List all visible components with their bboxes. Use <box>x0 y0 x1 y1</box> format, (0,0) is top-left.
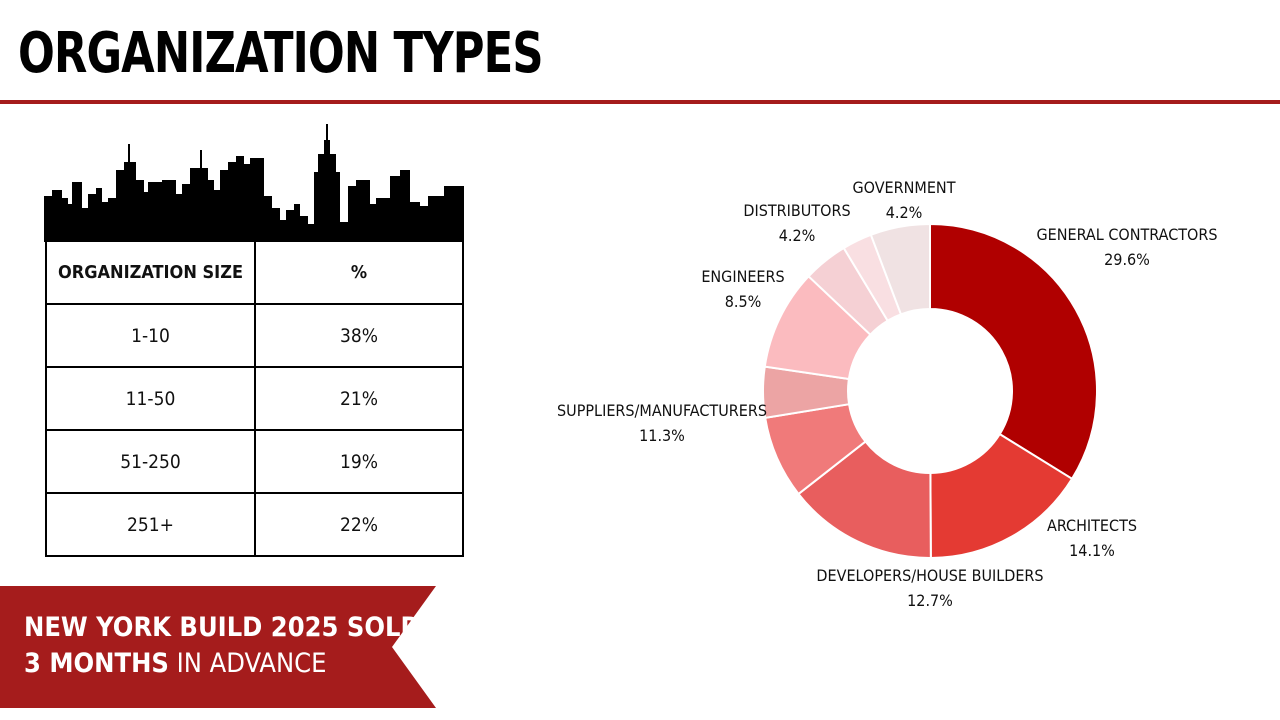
banner-line-2-rest: IN ADVANCE <box>168 648 327 679</box>
table-cell: 38% <box>254 303 464 368</box>
table-cell: 22% <box>254 492 464 557</box>
banner-shape <box>0 586 436 708</box>
table-row: 11-50 21% <box>45 366 464 431</box>
slice-category-label: ENGINEERS <box>701 267 784 286</box>
donut-slice <box>929 432 1074 560</box>
organization-size-table: ORGANIZATION SIZE % 1-10 38% 11-50 21% 5… <box>45 240 464 557</box>
table-header-cell: ORGANIZATION SIZE <box>45 240 256 305</box>
table-cell: 1-10 <box>45 303 256 368</box>
donut-slices <box>762 222 1098 560</box>
banner-line-1: NEW YORK BUILD 2025 SOLD OUT <box>24 612 487 643</box>
slice-category-label: SUPPLIERS/MANUFACTURERS <box>557 401 767 420</box>
title-divider <box>0 100 1280 104</box>
slice-category-label: DEVELOPERS/HOUSE BUILDERS <box>816 566 1043 585</box>
donut-slice <box>869 222 931 316</box>
slice-category-label: GOVERNMENT <box>853 178 956 197</box>
city-skyline-icon <box>44 124 464 242</box>
table-header-cell: % <box>254 240 464 305</box>
banner-line-2-bold: 3 MONTHS <box>24 648 169 679</box>
slice-value-label: 12.7% <box>907 591 953 610</box>
slice-value-label: 11.3% <box>639 426 685 445</box>
table-cell: 11-50 <box>45 366 256 431</box>
table-row: 1-10 38% <box>45 303 464 368</box>
sold-out-banner <box>0 586 436 708</box>
banner-text: NEW YORK BUILD 2025 SOLD OUT 3 MONTHS IN… <box>24 610 486 682</box>
slice-value-label: 14.1% <box>1069 541 1115 560</box>
table-row: 51-250 19% <box>45 429 464 494</box>
donut-slice <box>929 222 1098 481</box>
slice-category-label: ARCHITECTS <box>1047 516 1137 535</box>
slice-category-label: GENERAL CONTRACTORS <box>1036 225 1217 244</box>
slice-value-label: 4.2% <box>779 226 816 245</box>
table-cell: 19% <box>254 429 464 494</box>
slice-category-label: DISTRIBUTORS <box>743 201 850 220</box>
table-row: 251+ 22% <box>45 492 464 557</box>
table-header-row: ORGANIZATION SIZE % <box>45 240 464 305</box>
banner-line-2: 3 MONTHS IN ADVANCE <box>24 646 486 682</box>
slice-value-label: 8.5% <box>725 292 762 311</box>
donut-slice <box>797 440 932 559</box>
slice-value-label: 29.6% <box>1104 250 1150 269</box>
slice-value-label: 4.2% <box>886 203 923 222</box>
donut-labels: GENERAL CONTRACTORS 29.6% ARCHITECTS 14.1% D… <box>557 178 1218 610</box>
table-cell: 51-250 <box>45 429 256 494</box>
page-title: ORGANIZATION TYPES <box>18 21 544 86</box>
table-cell: 21% <box>254 366 464 431</box>
table-cell: 251+ <box>45 492 256 557</box>
